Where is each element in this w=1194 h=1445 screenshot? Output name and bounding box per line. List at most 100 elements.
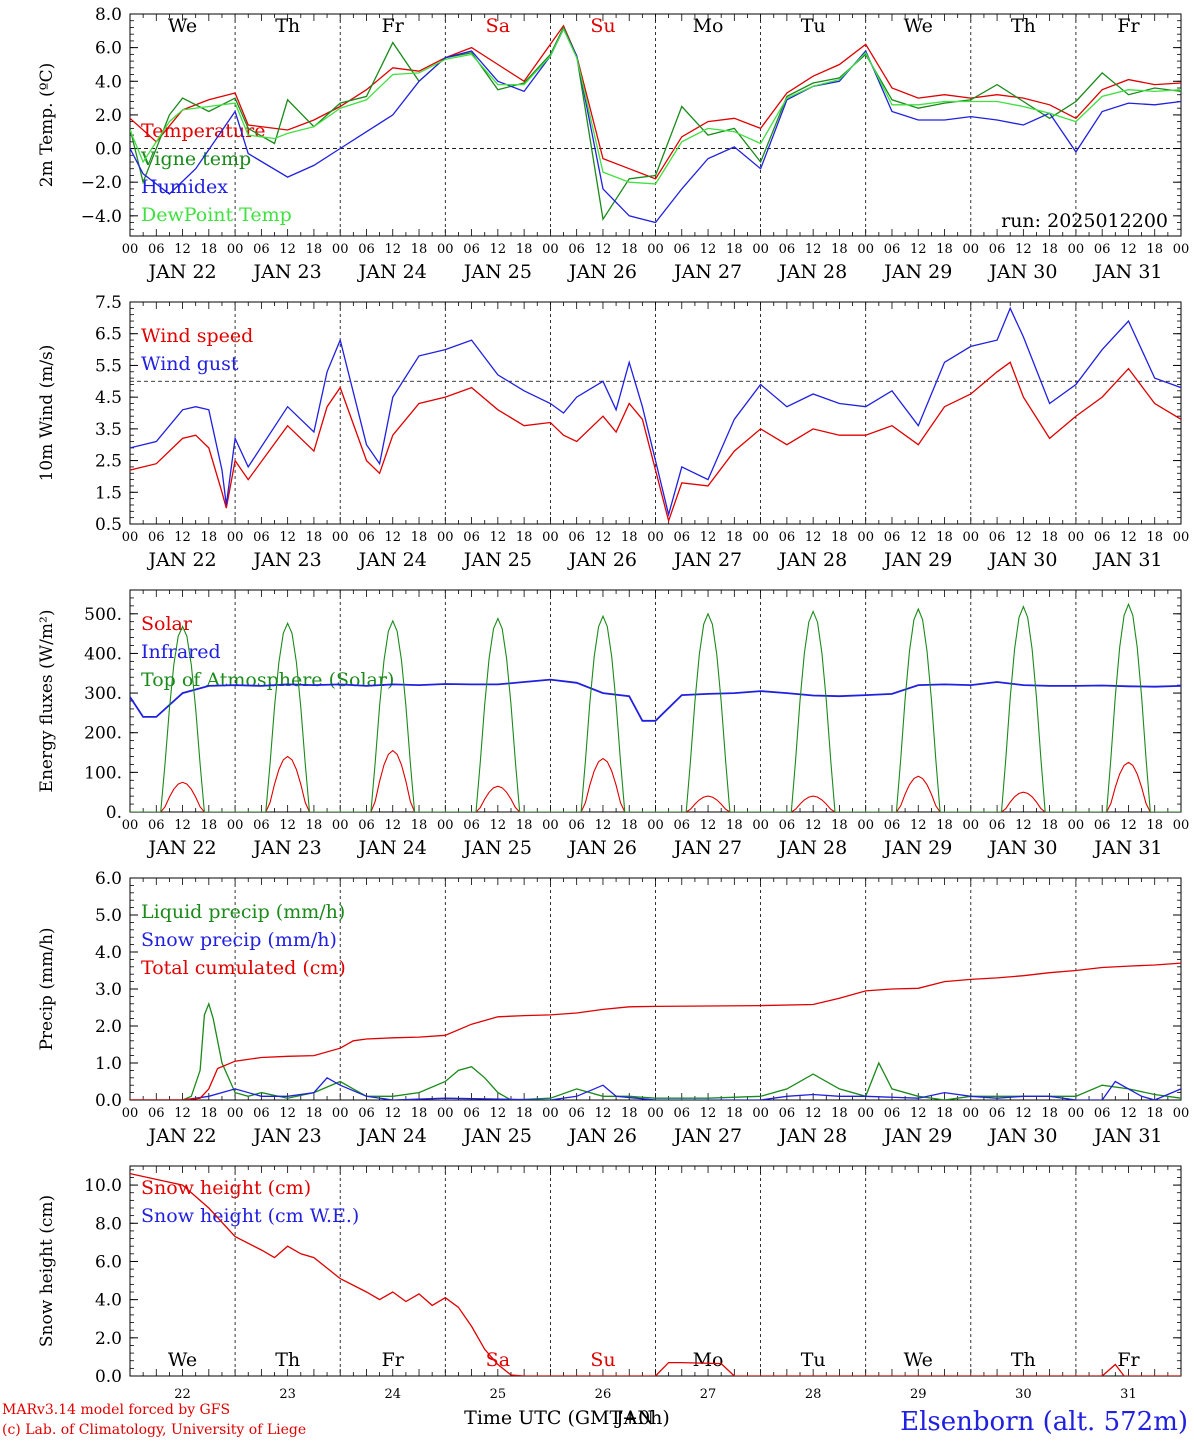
day-name-label: We bbox=[168, 15, 197, 37]
y-axis-label: 2m Temp. (ºC) bbox=[37, 63, 57, 188]
hour-label: 12 bbox=[174, 242, 191, 257]
hour-label: 06 bbox=[674, 530, 691, 545]
y-tick-label: 2.0 bbox=[95, 106, 122, 126]
hour-label: 12 bbox=[490, 1106, 507, 1121]
date-label: 25 bbox=[490, 1387, 507, 1402]
hour-label: 12 bbox=[1015, 242, 1032, 257]
y-tick-label: 300. bbox=[84, 684, 122, 704]
hour-label: 12 bbox=[490, 818, 507, 833]
date-label: JAN 22 bbox=[146, 549, 216, 571]
date-label: JAN 25 bbox=[462, 549, 532, 571]
hour-label: 00 bbox=[752, 818, 769, 833]
hour-label: 00 bbox=[1068, 242, 1085, 257]
hour-label: 06 bbox=[253, 242, 270, 257]
date-label: JAN 30 bbox=[987, 549, 1057, 571]
hour-label: 18 bbox=[831, 1106, 848, 1121]
hour-label: 06 bbox=[674, 242, 691, 257]
hour-label: 06 bbox=[148, 1106, 165, 1121]
hour-label: 18 bbox=[516, 1106, 533, 1121]
station-label: Elsenborn (alt. 572m) bbox=[900, 1407, 1188, 1437]
credit-line-1: MARv3.14 model forced by GFS bbox=[2, 1402, 230, 1418]
hour-label: 00 bbox=[857, 1106, 874, 1121]
day-name-label: Th bbox=[1011, 15, 1036, 37]
y-tick-label: 4.0 bbox=[95, 1291, 122, 1311]
hour-label: 06 bbox=[568, 1106, 585, 1121]
date-label: 24 bbox=[384, 1387, 401, 1402]
hour-label: 18 bbox=[1146, 530, 1163, 545]
hour-label: 18 bbox=[516, 818, 533, 833]
hour-label: 18 bbox=[621, 530, 638, 545]
hour-label: 06 bbox=[568, 530, 585, 545]
hour-label: 06 bbox=[148, 530, 165, 545]
y-tick-label: 2.0 bbox=[95, 1017, 122, 1037]
y-tick-label: 6.0 bbox=[95, 39, 122, 59]
hour-label: 06 bbox=[148, 818, 165, 833]
legend-entry: Vigne temp bbox=[140, 148, 251, 170]
hour-label: 00 bbox=[227, 530, 244, 545]
date-label: JAN 27 bbox=[672, 1125, 742, 1147]
date-label: JAN 23 bbox=[252, 261, 322, 283]
hour-label: 18 bbox=[936, 818, 953, 833]
day-name-label: Su bbox=[590, 15, 615, 37]
series-temperature bbox=[130, 24, 1181, 180]
hour-label: 12 bbox=[1015, 818, 1032, 833]
date-label: JAN 31 bbox=[1092, 549, 1162, 571]
hour-label: 12 bbox=[384, 818, 401, 833]
hour-label: 12 bbox=[174, 530, 191, 545]
hour-label: 18 bbox=[726, 1106, 743, 1121]
y-axis-label: 10m Wind (m/s) bbox=[37, 345, 57, 482]
day-name-label: Sa bbox=[486, 15, 510, 37]
y-tick-label: 4.0 bbox=[95, 943, 122, 963]
hour-label: 00 bbox=[122, 242, 139, 257]
hour-label: 18 bbox=[726, 530, 743, 545]
hour-label: 12 bbox=[490, 530, 507, 545]
hour-label: 12 bbox=[805, 242, 822, 257]
legend-entry: Infrared bbox=[141, 641, 221, 663]
hour-label: 18 bbox=[201, 242, 218, 257]
hour-label: 18 bbox=[1041, 1106, 1058, 1121]
hour-label: 00 bbox=[963, 818, 980, 833]
day-name-label: Th bbox=[1011, 1349, 1036, 1371]
y-tick-label: 1.0 bbox=[95, 1054, 122, 1074]
date-label: JAN 28 bbox=[777, 837, 847, 859]
date-label: JAN 25 bbox=[462, 837, 532, 859]
hour-label: 18 bbox=[1041, 242, 1058, 257]
panel-snow: 10.0 8.0 6.0 4.0 2.0 0.0 Snow height (cm) 22 23 2… bbox=[37, 1165, 1182, 1402]
hour-label: 06 bbox=[148, 242, 165, 257]
y-tick-label: 0.0 bbox=[95, 140, 122, 160]
hour-label: 06 bbox=[568, 818, 585, 833]
day-name-label: Tu bbox=[801, 15, 826, 37]
y-tick-label: 10.0 bbox=[84, 1176, 122, 1196]
day-name-label: Fr bbox=[1117, 15, 1140, 37]
date-label: JAN 29 bbox=[882, 1125, 952, 1147]
day-name-label: We bbox=[904, 15, 933, 37]
date-label: JAN 22 bbox=[146, 1125, 216, 1147]
hour-label: 12 bbox=[1120, 818, 1137, 833]
hour-label: 06 bbox=[989, 1106, 1006, 1121]
legend-entry: Snow height (cm W.E.) bbox=[141, 1205, 359, 1227]
hour-label: 00 bbox=[857, 530, 874, 545]
legend-entry: Snow height (cm) bbox=[141, 1177, 311, 1199]
hour-label: 06 bbox=[989, 818, 1006, 833]
date-label: JAN 22 bbox=[146, 837, 216, 859]
hour-label: 06 bbox=[884, 530, 901, 545]
date-label: 22 bbox=[174, 1387, 191, 1402]
hour-label: 18 bbox=[621, 242, 638, 257]
hour-label: 12 bbox=[384, 1106, 401, 1121]
hour-label: 12 bbox=[910, 1106, 927, 1121]
day-name-label: Mo bbox=[693, 15, 724, 37]
time-axis-label: Time UTC (GMT+0h) bbox=[464, 1407, 670, 1429]
date-label: JAN 23 bbox=[252, 549, 322, 571]
y-tick-label: 0.5 bbox=[95, 515, 122, 535]
date-label: JAN 30 bbox=[987, 1125, 1057, 1147]
hour-label: 12 bbox=[595, 242, 612, 257]
hour-label: 06 bbox=[253, 1106, 270, 1121]
hour-label: 12 bbox=[910, 530, 927, 545]
legend-entry: Total cumulated (cm) bbox=[141, 957, 346, 979]
hour-label: 18 bbox=[831, 530, 848, 545]
y-tick-label: 0. bbox=[106, 803, 122, 823]
series-solar bbox=[130, 749, 1181, 812]
hour-label: 06 bbox=[779, 242, 796, 257]
date-label: JAN 30 bbox=[987, 261, 1057, 283]
